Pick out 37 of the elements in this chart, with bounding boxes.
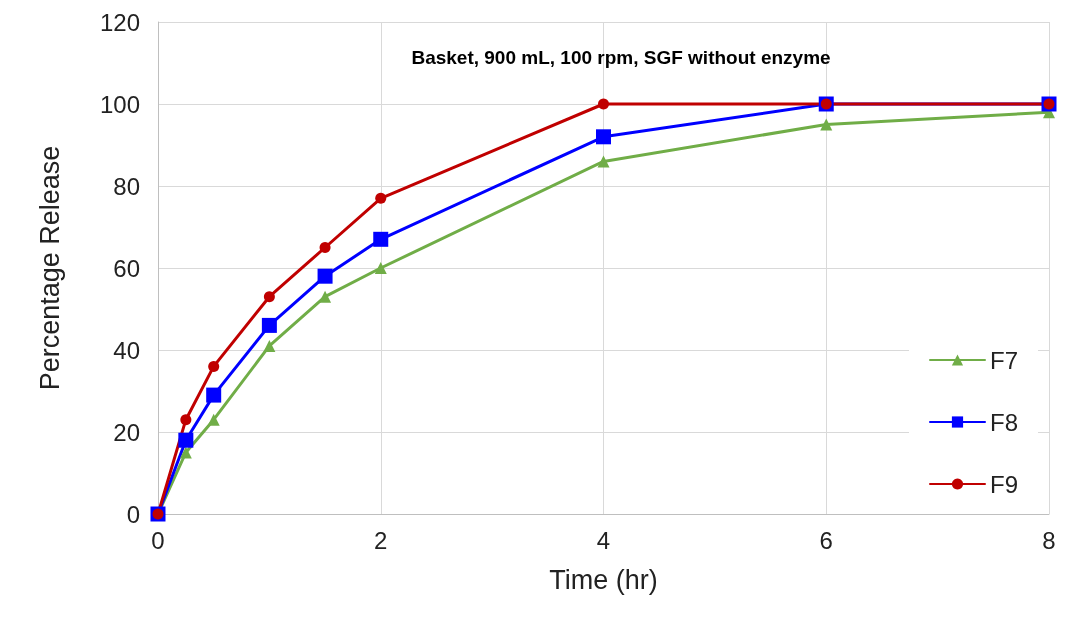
- point: [180, 414, 192, 426]
- point: [373, 231, 389, 247]
- x-tick-label: 2: [374, 526, 388, 554]
- point: [178, 432, 194, 448]
- y-tick-label: 20: [113, 418, 140, 446]
- point: [261, 317, 277, 333]
- x-axis-title: Time (hr): [549, 564, 658, 595]
- y-tick-label: 120: [99, 8, 140, 36]
- x-tick-label: 0: [151, 526, 165, 554]
- legend-label: F9: [989, 470, 1019, 498]
- point: [208, 360, 220, 372]
- point: [207, 413, 220, 426]
- point: [820, 118, 833, 131]
- x-tick-label: 6: [819, 526, 833, 554]
- point: [179, 446, 192, 459]
- y-tick-label: 40: [113, 336, 140, 364]
- x-tick-label: 4: [596, 526, 611, 554]
- y-tick-label: 100: [99, 90, 140, 118]
- point: [374, 262, 387, 274]
- point: [263, 339, 276, 352]
- legend-label: F7: [989, 346, 1019, 374]
- y-axis-title: Percentage Release: [34, 145, 65, 391]
- y-tick-label: 80: [113, 172, 140, 200]
- point: [598, 98, 609, 110]
- y-tick-label: 0: [126, 500, 140, 528]
- point: [375, 192, 387, 204]
- point: [319, 290, 332, 303]
- point: [263, 291, 275, 303]
- y-tick-label: 60: [113, 254, 140, 282]
- point: [317, 268, 333, 284]
- point: [596, 129, 611, 145]
- point: [206, 387, 222, 403]
- point: [319, 242, 331, 253]
- legend-label: F8: [989, 408, 1019, 436]
- point: [597, 155, 610, 168]
- x-tick-label: 8: [1042, 526, 1056, 554]
- text: Basket, 900 mL, 100 rpm, SGF without enzyme: [411, 47, 831, 68]
